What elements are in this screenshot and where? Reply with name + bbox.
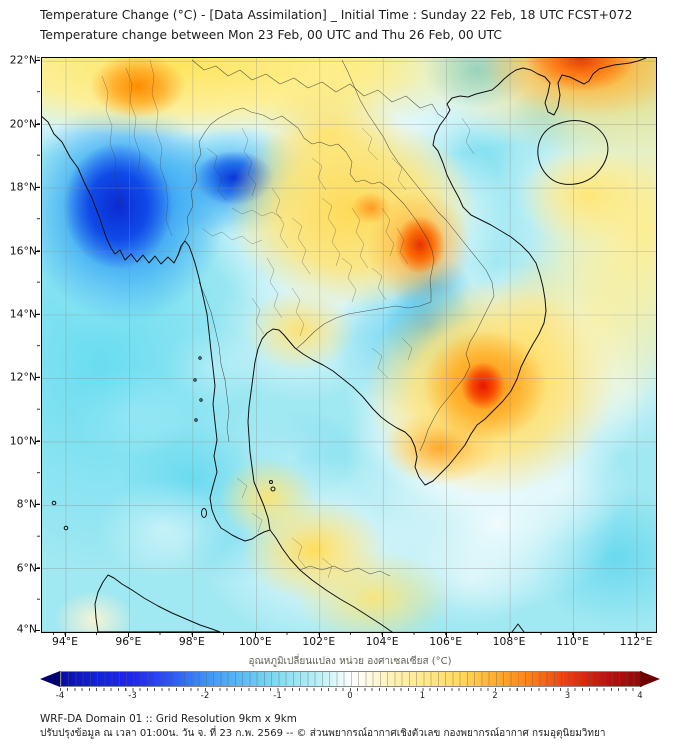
coastlines-layer xyxy=(42,58,647,632)
footer-line-1: WRF-DA Domain 01 :: Grid Resolution 9km … xyxy=(40,713,297,725)
title-line-2: Temperature change between Mon 23 Feb, 0… xyxy=(40,27,503,42)
lat-tick-label: 22°N xyxy=(9,53,37,67)
lon-tick-label: 94°E xyxy=(52,635,78,648)
chart-header: Temperature Change (°C) - [Data Assimila… xyxy=(40,6,632,45)
lon-tick-label: 112°E xyxy=(619,635,653,648)
lon-tick-label: 98°E xyxy=(178,635,205,648)
lon-tick-label: 106°E xyxy=(429,635,463,648)
lat-tick-label: 16°N xyxy=(9,244,37,257)
lat-tick-label: 4°N xyxy=(16,622,37,635)
colorbar xyxy=(40,671,660,687)
lat-tick-label: 20°N xyxy=(9,117,37,131)
lon-tick-label: 110°E xyxy=(556,635,589,648)
title-line-1: Temperature Change (°C) - [Data Assimila… xyxy=(40,8,633,22)
lon-tick-label: 96°E xyxy=(115,635,142,648)
colorbar-minor-ticks xyxy=(60,688,640,691)
colorbar-right-arrow xyxy=(640,671,660,687)
colorbar-tick-label: 4 xyxy=(637,691,643,701)
borders-layer xyxy=(177,59,495,577)
lat-tick-label: 12°N xyxy=(9,370,37,384)
lat-tick-label: 14°N xyxy=(9,307,37,321)
colorbar-tick-label: -3 xyxy=(128,691,137,701)
colorbar-label: อุณหภูมิเปลี่ยนแปลง หน่วย องศาเซลเซียส (… xyxy=(248,656,452,667)
map-plot xyxy=(41,57,657,633)
province-borders-layer xyxy=(101,59,475,579)
colorbar-tick-label: 0 xyxy=(347,691,353,701)
colorbar-tick-label: 1 xyxy=(419,691,426,701)
lat-tick-label: 6°N xyxy=(16,561,37,575)
colorbar-tick-label: 2 xyxy=(492,691,498,701)
lat-tick-label: 8°N xyxy=(16,497,37,511)
colorbar-left-arrow xyxy=(40,671,60,687)
lon-minor-ticks xyxy=(41,632,655,635)
footer-line-2: ปรับปรุงข้อมูล ณ เวลา 01:00น. วัน จ. ที่… xyxy=(40,728,606,740)
colorbar-gradient xyxy=(60,671,642,687)
colorbar-tick-label: -4 xyxy=(55,691,65,701)
gridlines-layer xyxy=(42,58,656,632)
chart-footer: WRF-DA Domain 01 :: Grid Resolution 9km … xyxy=(40,712,605,742)
lat-tick-label: 18°N xyxy=(9,180,37,194)
lon-tick-label: 100°E xyxy=(238,635,272,648)
lon-tick-label: 104°E xyxy=(365,635,399,648)
lat-tick-label: 10°N xyxy=(9,434,37,448)
lon-tick-label: 108°E xyxy=(492,635,526,648)
colorbar-tick-label: -1 xyxy=(273,691,282,701)
colorbar-tick-label: 3 xyxy=(564,691,571,701)
map-overlay xyxy=(42,58,656,632)
temperature-anomaly-field xyxy=(42,58,656,632)
lat-minor-ticks xyxy=(37,57,40,631)
colorbar-tick-label: -2 xyxy=(200,691,210,701)
lon-tick-label: 102°E xyxy=(302,635,336,648)
